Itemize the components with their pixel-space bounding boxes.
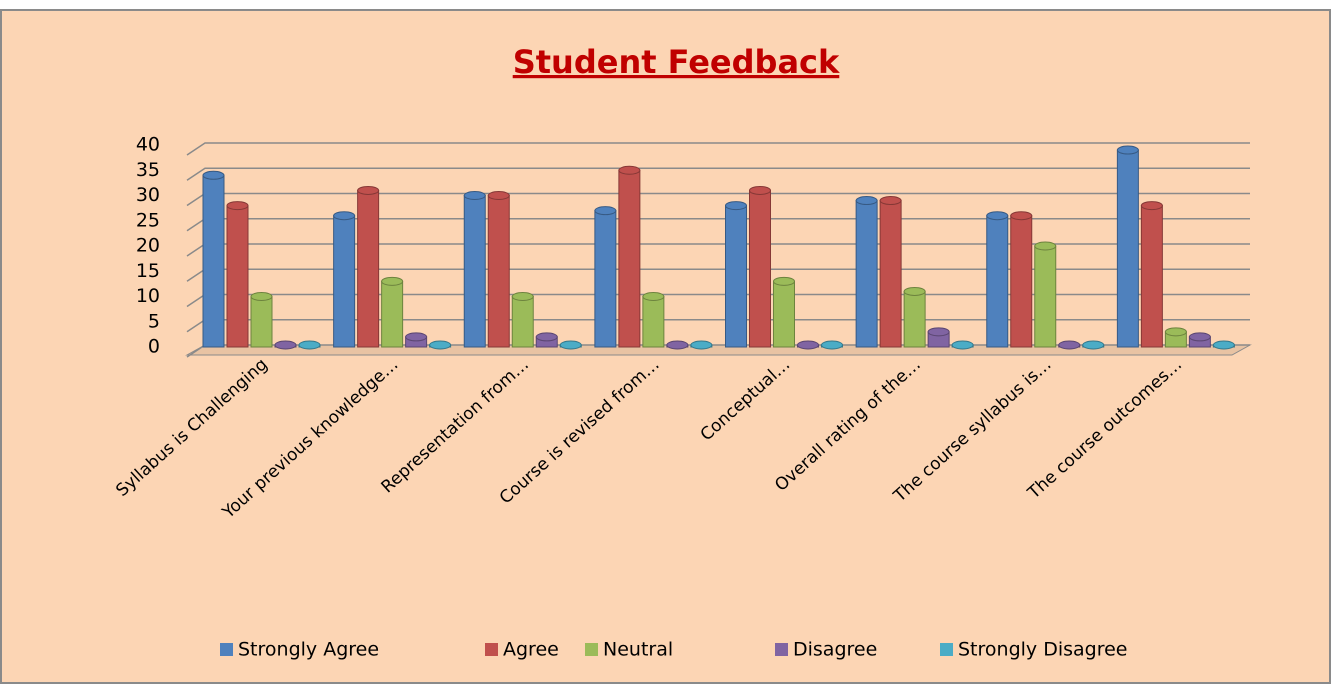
bar-top (1058, 340, 1081, 350)
bar-top (226, 201, 249, 211)
legend-label: Agree (503, 639, 559, 661)
bar-top (855, 196, 878, 206)
bar-top (797, 340, 819, 350)
bar-top (1188, 332, 1211, 342)
bar (879, 200, 902, 348)
bar (642, 296, 665, 348)
legend-label: Neutral (603, 639, 673, 661)
bar (903, 290, 926, 348)
bar-top (1164, 327, 1187, 337)
y-tick-label: 0 (148, 336, 160, 358)
bar-top (879, 196, 902, 206)
grid-line (186, 167, 1250, 181)
y-tick-label: 10 (136, 285, 160, 307)
bar-top (429, 340, 452, 350)
bar-top (821, 340, 843, 350)
bar-top (381, 276, 404, 286)
bar-top (559, 340, 582, 350)
bar (333, 215, 356, 348)
bar-top (594, 206, 617, 216)
bar-top (274, 340, 297, 350)
legend-label: Strongly Disagree (958, 639, 1127, 661)
bar-top (749, 185, 771, 195)
bar-top (1116, 145, 1139, 155)
bar-top (463, 191, 486, 200)
bar-top (773, 276, 795, 286)
bar-top (951, 340, 974, 350)
bar (381, 280, 404, 348)
bar (357, 189, 380, 348)
bar-top (618, 165, 641, 175)
bar-top (511, 292, 534, 301)
bar-top (690, 340, 713, 350)
bar (226, 205, 249, 348)
y-tick-label: 20 (136, 235, 160, 257)
legend-label: Disagree (793, 639, 877, 661)
bar-top (357, 185, 380, 195)
bar-top (535, 332, 558, 342)
legend-swatch (485, 643, 498, 656)
bar-top (927, 327, 950, 337)
bar-top (202, 170, 225, 180)
bar-top (1010, 211, 1033, 221)
bar-top (1140, 201, 1163, 211)
bar-top (725, 201, 747, 211)
bar-top (642, 292, 665, 301)
bar (725, 205, 747, 348)
bar (1010, 215, 1033, 348)
y-tick-label: 5 (148, 310, 160, 332)
grid-line (186, 142, 1250, 156)
bar-top (986, 211, 1009, 221)
bar (1034, 245, 1057, 348)
bar (749, 189, 771, 348)
chart-title: Student Feedback (513, 43, 840, 81)
bar (487, 195, 510, 348)
legend-swatch (585, 643, 598, 656)
bar (202, 174, 225, 348)
bar-top (1034, 241, 1057, 251)
legend-swatch (220, 643, 233, 656)
y-tick-label: 15 (136, 260, 160, 282)
y-tick-label: 40 (136, 134, 160, 156)
bar-top (487, 191, 510, 200)
bar (1140, 205, 1163, 348)
bar-top (1212, 340, 1235, 350)
bar-top (298, 340, 321, 350)
bar (773, 280, 795, 348)
bar-top (250, 292, 273, 301)
bar (986, 215, 1009, 348)
bar (250, 296, 273, 348)
y-tick-label: 25 (136, 209, 160, 231)
bar (855, 200, 878, 348)
y-tick-label: 30 (136, 184, 160, 206)
bar-top (405, 332, 428, 342)
y-tick-label: 35 (136, 159, 160, 181)
bar (511, 296, 534, 348)
bar (594, 210, 617, 348)
legend-label: Strongly Agree (238, 639, 379, 661)
legend-swatch (775, 643, 788, 656)
bar (1116, 149, 1139, 348)
bar (463, 195, 486, 348)
bar-top (333, 211, 356, 221)
bar-top (1082, 340, 1105, 350)
bar-top (903, 286, 926, 296)
legend-swatch (940, 643, 953, 656)
bar (618, 169, 641, 348)
bar-top (666, 340, 689, 350)
